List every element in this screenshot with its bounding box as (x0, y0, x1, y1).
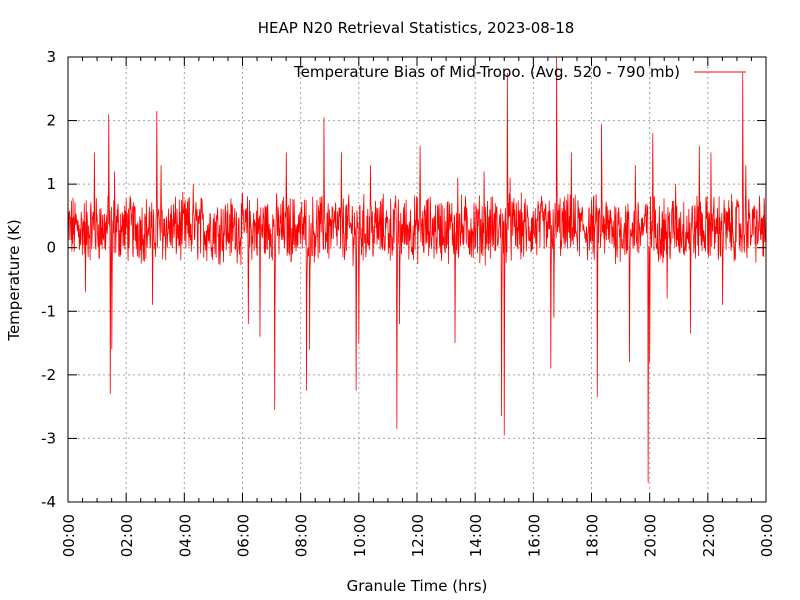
x-tick-label: 12:00 (409, 514, 427, 557)
legend: Temperature Bias of Mid-Tropo. (Avg. 520… (293, 63, 746, 81)
x-tick-label: 16:00 (525, 514, 543, 557)
x-tick-label: 20:00 (642, 514, 660, 557)
series-line (67, 56, 767, 483)
y-tick-label: -4 (41, 493, 56, 511)
x-tick-label: 00:00 (758, 514, 776, 557)
x-axis-ticks: 00:00 02:00 04:00 06:00 08:00 10:00 12:00 14:00… (60, 57, 776, 557)
x-tick-label: 06:00 (235, 514, 253, 557)
x-tick-label: 00:00 (60, 514, 78, 557)
chart-title: HEAP N20 Retrieval Statistics, 2023-08-1… (258, 19, 575, 37)
x-tick-label: 14:00 (467, 514, 485, 557)
x-tick-label: 04:00 (176, 514, 194, 557)
series-group (67, 56, 767, 483)
y-tick-label: -3 (41, 429, 56, 447)
x-tick-label: 08:00 (293, 514, 311, 557)
x-tick-label: 10:00 (351, 514, 369, 557)
y-tick-label: 2 (46, 112, 56, 130)
y-tick-label: 1 (46, 175, 56, 193)
x-tick-label: 18:00 (584, 514, 602, 557)
y-axis-ticks: 3 2 1 0 -1 -2 -3 -4 (41, 48, 766, 511)
x-tick-label: 22:00 (700, 514, 718, 557)
x-axis-label: Granule Time (hrs) (347, 577, 488, 595)
grid-lines (68, 57, 766, 502)
y-tick-label: -1 (41, 302, 56, 320)
y-axis-label: Temperature (K) (5, 219, 23, 341)
y-tick-label: 0 (46, 239, 56, 257)
y-tick-label: -2 (41, 366, 56, 384)
legend-label: Temperature Bias of Mid-Tropo. (Avg. 520… (293, 63, 680, 81)
x-tick-label: 02:00 (118, 514, 136, 557)
y-tick-label: 3 (46, 48, 56, 66)
